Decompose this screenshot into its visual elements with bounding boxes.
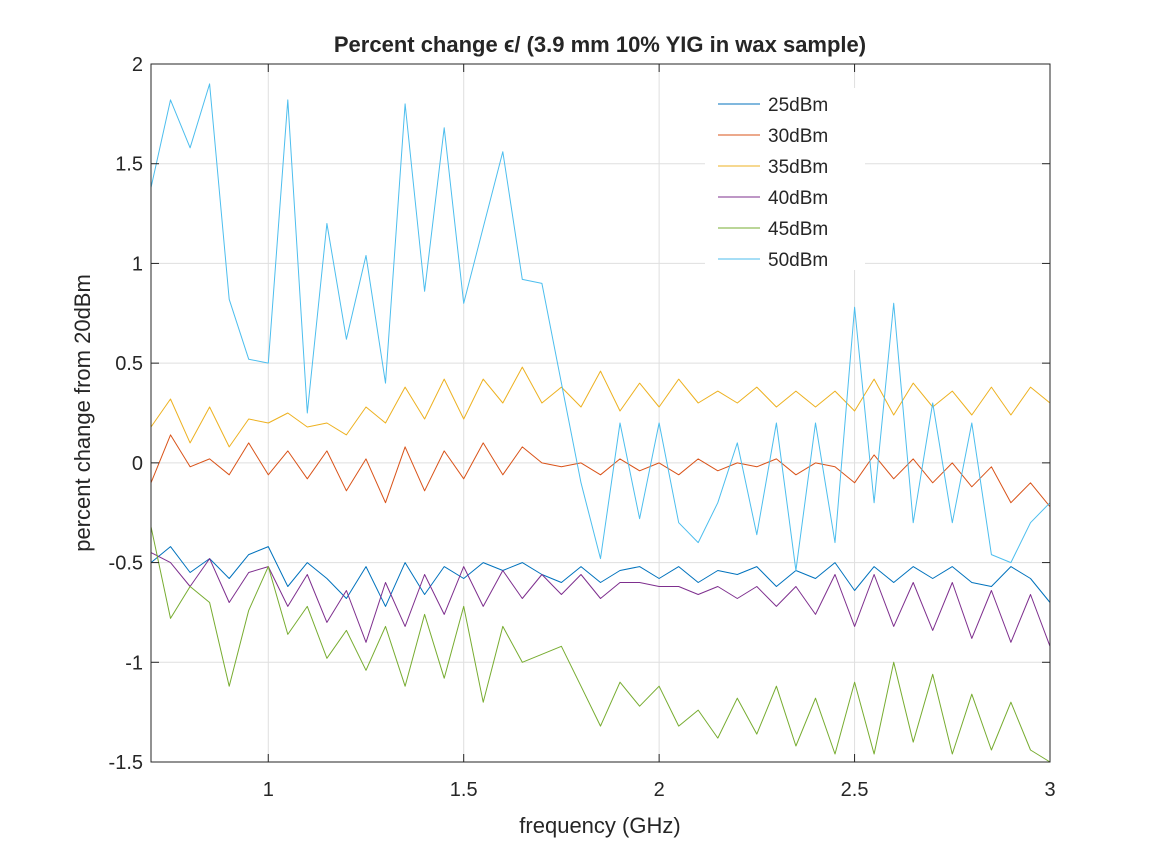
series-line-35dBm	[150, 366, 1051, 448]
legend-label-40dBm: 40dBm	[768, 188, 828, 209]
legend-label-50dBm: 50dBm	[768, 250, 828, 271]
legend-label-35dBm: 35dBm	[768, 157, 828, 178]
y-axis-label: percent change from 20dBm	[70, 274, 95, 552]
series-line-50dBm	[150, 83, 1051, 571]
plot-frame	[150, 63, 1051, 763]
series-line-25dBm	[150, 546, 1051, 607]
x-tick-label: 2	[654, 779, 665, 801]
legend-label-30dBm: 30dBm	[768, 126, 828, 147]
series-lines	[150, 83, 1051, 763]
legend-box	[705, 88, 865, 270]
axis-ticks: 1 1.5 2 2.5 3 -1.5 -1 -0.5 0 0.5 1 1.5 2	[109, 54, 1056, 801]
chart-title: Percent change ϵ/ (3.9 mm 10% YIG in wax…	[334, 32, 866, 57]
y-tick-label: -1.5	[109, 752, 143, 774]
y-tick-label: 1	[132, 253, 143, 275]
y-tick-label: 1.5	[115, 154, 143, 176]
series-line-40dBm	[150, 552, 1051, 647]
x-axis-label: frequency (GHz)	[519, 813, 680, 838]
plot-background	[151, 64, 1050, 762]
y-tick-label: 0	[132, 453, 143, 475]
x-tick-label: 1	[263, 779, 274, 801]
y-tick-label: 0.5	[115, 353, 143, 375]
y-tick-label: -0.5	[109, 553, 143, 575]
series-line-45dBm	[150, 526, 1051, 763]
y-tick-label: 2	[132, 54, 143, 76]
legend-label-25dBm: 25dBm	[768, 95, 828, 116]
legend-label-45dBm: 45dBm	[768, 219, 828, 240]
y-tick-label: -1	[125, 652, 143, 674]
x-tick-label: 2.5	[841, 779, 869, 801]
series-line-30dBm	[150, 434, 1051, 508]
x-tick-label: 3	[1044, 779, 1055, 801]
x-tick-label: 1.5	[450, 779, 478, 801]
legend: 25dBm 30dBm 35dBm 40dBm 45dBm 50dBm	[705, 88, 865, 271]
